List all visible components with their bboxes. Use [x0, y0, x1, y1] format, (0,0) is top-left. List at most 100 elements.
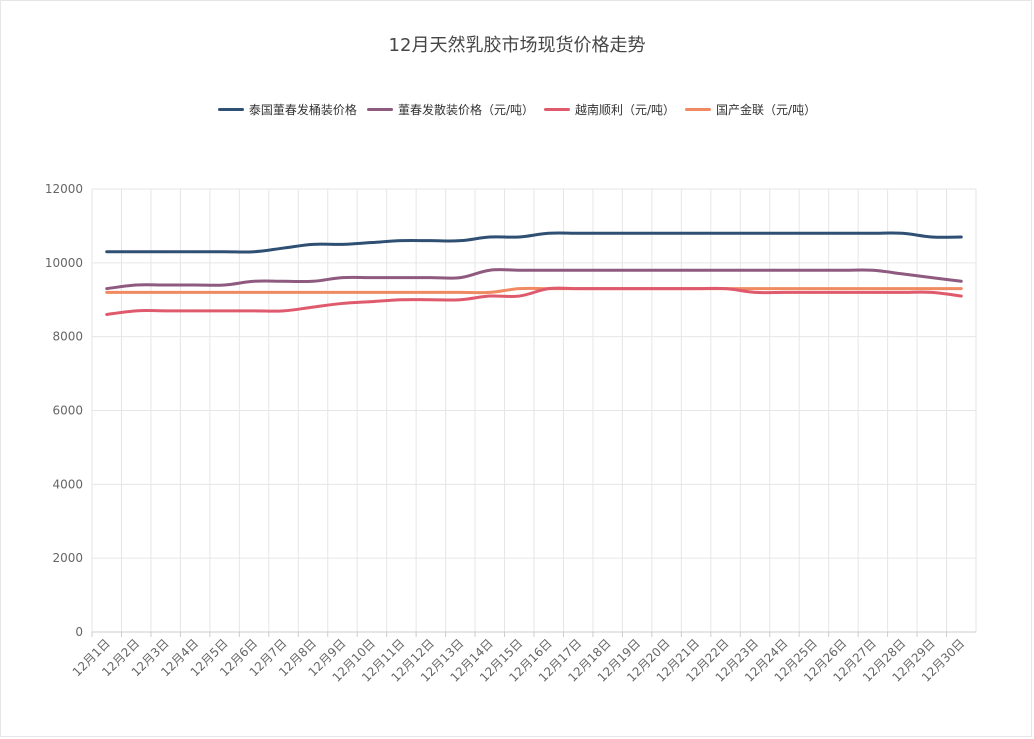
- series-0-point: [252, 250, 256, 253]
- series-1-point: [518, 269, 521, 272]
- series-1-point: [960, 280, 963, 283]
- series-3-point: [193, 291, 197, 294]
- series-0-point: [341, 243, 344, 246]
- series-0-point: [282, 246, 285, 250]
- series-1-point: [164, 283, 167, 287]
- series-0-point: [223, 250, 226, 253]
- series-2-point: [370, 300, 374, 303]
- y-tick-label: 12000: [45, 182, 83, 196]
- legend-label-1: 董春发散装价格（元/吨）: [397, 103, 534, 117]
- series-0-point: [871, 232, 875, 235]
- series-2-point: [488, 294, 491, 298]
- series-0-point: [193, 250, 197, 253]
- series-0-point: [606, 232, 609, 235]
- series-0-point: [547, 232, 550, 235]
- series-3-point: [429, 291, 433, 294]
- series-2-point: [135, 309, 138, 313]
- series-2-point: [635, 287, 639, 290]
- series-1-point: [665, 269, 668, 272]
- series-0-point: [842, 232, 845, 235]
- series-0-point: [164, 250, 167, 253]
- series-0-point: [960, 235, 963, 239]
- series-1-point: [400, 276, 403, 279]
- series-0-point: [429, 239, 433, 242]
- series-0-point: [665, 232, 668, 235]
- series-2-point: [547, 287, 550, 290]
- series-2-point: [871, 291, 875, 294]
- series-3-point: [488, 291, 491, 294]
- series-1-point: [606, 269, 609, 272]
- legend-swatch-2: [543, 108, 570, 111]
- series-3-point: [252, 291, 256, 294]
- series-3-point: [341, 291, 344, 294]
- series-3-point: [311, 291, 315, 294]
- series-0-point: [370, 241, 374, 244]
- series-1-point: [635, 269, 639, 272]
- series-2-point: [311, 305, 315, 309]
- legend-item-3[interactable]: 国产金联（元/吨）: [685, 101, 816, 118]
- series-0-point: [400, 239, 403, 242]
- series-0-point: [694, 232, 698, 235]
- y-tick-label: 10000: [45, 256, 83, 270]
- series-2-point: [812, 291, 816, 294]
- series-1-point: [488, 269, 491, 272]
- series-0-point: [459, 239, 462, 242]
- series-1-point: [753, 269, 757, 272]
- y-tick-label: 0: [75, 625, 83, 639]
- series-2-point: [665, 287, 668, 290]
- series-2-point: [282, 309, 285, 313]
- series-0-point: [311, 243, 315, 246]
- series-3-point: [871, 287, 875, 290]
- series-line-0: [105, 231, 963, 254]
- y-tick-label: 6000: [52, 404, 83, 418]
- series-2-point: [577, 287, 580, 290]
- series-0-point: [753, 232, 757, 235]
- series-1-point: [429, 276, 433, 279]
- series-3-point: [842, 287, 845, 290]
- series-1-point: [783, 269, 786, 272]
- series-2-point: [105, 313, 108, 316]
- y-tick-label: 2000: [52, 551, 83, 565]
- series-1-point: [341, 276, 344, 279]
- series-3-point: [400, 291, 403, 294]
- series-0-point: [488, 235, 491, 239]
- series-2-point: [459, 298, 462, 301]
- series-1-point: [901, 272, 904, 276]
- series-0-point: [577, 232, 580, 235]
- series-2-point: [400, 298, 403, 301]
- series-3-point: [753, 287, 757, 290]
- series-2-point: [842, 291, 845, 294]
- series-2-point: [252, 309, 256, 313]
- series-3-point: [518, 287, 521, 290]
- legend-item-1[interactable]: 董春发散装价格（元/吨）: [366, 101, 534, 118]
- series-3-point: [783, 287, 786, 290]
- series-1-point: [459, 276, 462, 279]
- legend-label-3: 国产金联（元/吨）: [716, 103, 817, 117]
- series-2-point: [960, 294, 963, 298]
- legend-item-0[interactable]: 泰国董春发桶装价格: [217, 101, 357, 118]
- series-2-point: [753, 291, 757, 294]
- series-0-point: [901, 232, 904, 235]
- y-tick-label: 8000: [52, 330, 83, 344]
- series-1-point: [930, 276, 933, 279]
- legend-item-2[interactable]: 越南顺利（元/吨）: [543, 101, 676, 118]
- y-tick-label: 4000: [52, 477, 83, 491]
- series-1-point: [370, 276, 374, 279]
- series-2-point: [518, 294, 521, 298]
- legend-swatch-0: [217, 108, 244, 111]
- series-0-point: [105, 250, 108, 253]
- series-1-point: [311, 280, 315, 283]
- series-1-point: [842, 269, 845, 272]
- series-2-point: [429, 298, 433, 301]
- series-3-point: [135, 291, 138, 294]
- series-2-point: [223, 309, 226, 313]
- chart-legend: 泰国董春发桶装价格 董春发散装价格（元/吨） 越南顺利（元/吨） 国产金联（元/…: [0, 101, 1034, 118]
- series-0-point: [783, 232, 786, 235]
- series-1-point: [724, 269, 727, 272]
- legend-label-2: 越南顺利（元/吨）: [574, 103, 676, 117]
- series-3-point: [223, 291, 226, 294]
- series-2-point: [694, 287, 698, 290]
- legend-label-0: 泰国董春发桶装价格: [248, 103, 357, 117]
